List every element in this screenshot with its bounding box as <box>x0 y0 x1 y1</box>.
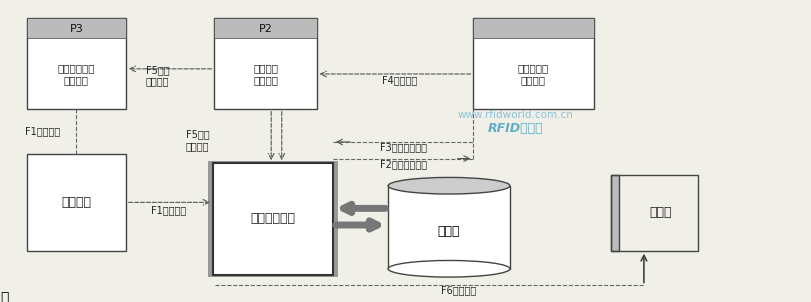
Bar <box>212 163 333 275</box>
Text: F5出库
货物信息: F5出库 货物信息 <box>185 130 209 151</box>
Text: 拆盘扫描
按户分拣: 拆盘扫描 按户分拣 <box>253 63 277 85</box>
Text: F2货位指派信息: F2货位指派信息 <box>380 159 427 170</box>
Bar <box>27 18 126 38</box>
Text: F5出库
货物信息: F5出库 货物信息 <box>145 65 169 86</box>
Text: P3: P3 <box>70 24 83 34</box>
Bar <box>388 186 509 269</box>
Text: 库管人员核对
装箱配送: 库管人员核对 装箱配送 <box>58 63 95 85</box>
Text: F4托盘信息: F4托盘信息 <box>381 76 417 86</box>
Text: F3货位变更信息: F3货位变更信息 <box>380 142 427 153</box>
Text: RFID世界网: RFID世界网 <box>487 122 543 135</box>
Text: P2: P2 <box>258 24 272 34</box>
Ellipse shape <box>388 178 509 194</box>
Text: F1订货信息: F1订货信息 <box>151 205 187 215</box>
Bar <box>214 18 316 38</box>
Bar <box>473 18 593 38</box>
Text: 访销中心: 访销中心 <box>62 196 91 209</box>
Bar <box>208 161 337 277</box>
Text: F6出库信息: F6出库信息 <box>440 285 476 296</box>
Text: 巷道堆垛机
出库操作: 巷道堆垛机 出库操作 <box>517 63 548 85</box>
Bar <box>214 18 316 109</box>
Bar <box>610 175 697 251</box>
Text: 测: 测 <box>0 291 8 302</box>
Text: www.rfidworld.com.cn: www.rfidworld.com.cn <box>457 110 573 120</box>
Bar <box>27 154 126 251</box>
Bar <box>473 18 593 109</box>
Bar <box>610 175 619 251</box>
Text: 仓储管理系统: 仓储管理系统 <box>250 212 295 226</box>
Text: 数据库: 数据库 <box>437 225 460 238</box>
Ellipse shape <box>388 260 509 277</box>
Text: F1订货信息: F1订货信息 <box>24 126 60 137</box>
Bar <box>27 18 126 109</box>
Text: 出库单: 出库单 <box>649 206 672 220</box>
